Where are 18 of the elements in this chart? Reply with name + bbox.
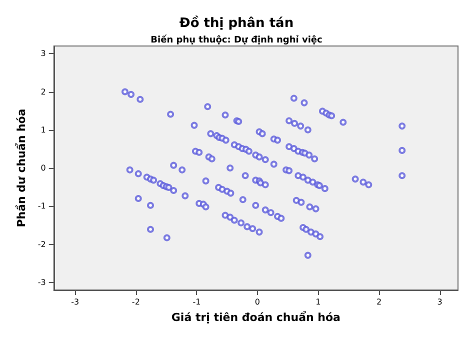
x-tick-label: 3 — [437, 298, 442, 306]
x-tick-label: -1 — [192, 298, 201, 306]
y-tick-label: 3 — [40, 49, 46, 58]
x-tick-label: 0 — [254, 298, 260, 306]
y-tick-label: -3 — [38, 278, 46, 287]
x-tick-label: 1 — [316, 298, 321, 306]
chart-title: Đồ thị phân tán — [179, 15, 294, 31]
chart-subtitle: Biến phụ thuộc: Dự định nghỉ việc — [150, 34, 322, 46]
x-tick-label: -3 — [71, 298, 80, 306]
y-tick-label: 1 — [40, 125, 46, 134]
y-axis-title: Phần dư chuẩn hóa — [14, 108, 28, 228]
y-tick-label: 2 — [40, 87, 46, 96]
y-tick-label: 0 — [40, 164, 46, 172]
x-axis-title: Giá trị tiên đoán chuẩn hóa — [171, 310, 340, 324]
x-tick-label: 2 — [376, 298, 382, 306]
y-tick-label: -1 — [38, 202, 46, 211]
y-tick-label: -2 — [38, 240, 46, 249]
x-tick-label: -2 — [132, 298, 140, 306]
